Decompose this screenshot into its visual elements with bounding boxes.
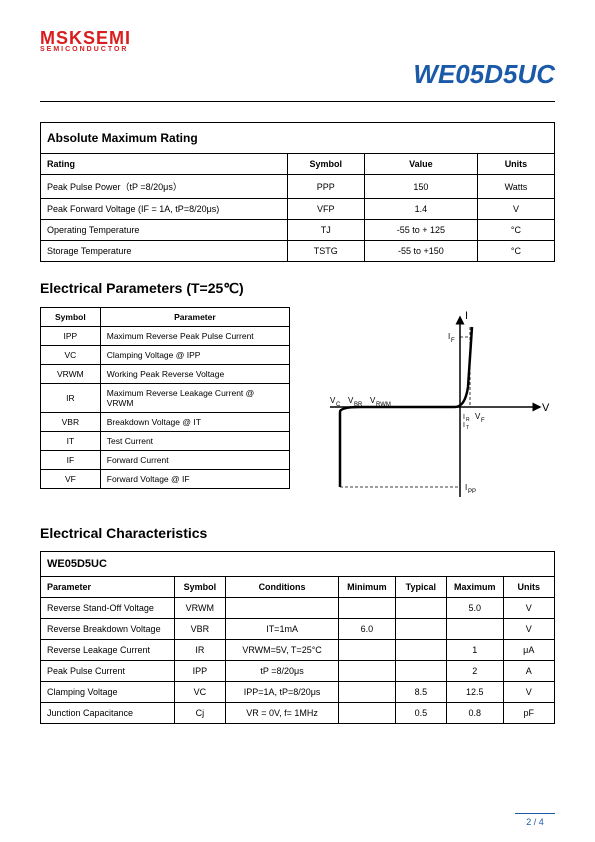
table-row: Reverse Breakdown Voltage VBR IT=1mA 6.0… (41, 619, 555, 640)
col-units: Units (503, 577, 554, 598)
table-row: Clamping Voltage VC IPP=1A, tP=8/20μs 8.… (41, 682, 555, 703)
elec-params-table: Symbol Parameter IPPMaximum Reverse Peak… (40, 307, 290, 489)
ipp-label: I (465, 483, 467, 492)
abs-max-table: Absolute Maximum Rating Rating Symbol Va… (40, 122, 555, 262)
svg-text:C: C (336, 402, 341, 408)
part-number: WE05D5UC (40, 59, 555, 90)
table-row: IPPMaximum Reverse Peak Pulse Current (41, 327, 290, 346)
table-row: Storage Temperature TSTG -55 to +150 °C (41, 241, 555, 262)
svg-text:I: I (463, 414, 465, 421)
svg-text:F: F (451, 338, 455, 344)
table-row: IRMaximum Reverse Leakage Current @ VRWM (41, 384, 290, 413)
svg-text:T: T (466, 425, 469, 431)
axis-i-label: I (465, 310, 468, 322)
table-row: IFForward Current (41, 451, 290, 470)
table-row: VRWMWorking Peak Reverse Voltage (41, 365, 290, 384)
col-typ: Typical (395, 577, 446, 598)
table-row: Junction Capacitance Cj VR = 0V, f= 1MHz… (41, 703, 555, 724)
if-label: I (448, 332, 450, 341)
page-number: 2 / 4 (515, 813, 555, 827)
col-value: Value (364, 154, 477, 175)
page-header: MSKSEMI SEMICONDUCTOR WE05D5UC (40, 30, 555, 102)
elec-params-title: Electrical Parameters (T=25℃) (40, 280, 555, 297)
svg-text:R: R (466, 417, 470, 423)
elec-char-table: WE05D5UC Parameter Symbol Conditions Min… (40, 551, 555, 724)
table-row: Reverse Stand-Off Voltage VRWM 5.0 V (41, 598, 555, 619)
col-symbol: Symbol (174, 577, 225, 598)
table-row: VCClamping Voltage @ IPP (41, 346, 290, 365)
axis-v-label: V (542, 402, 550, 414)
abs-max-title: Absolute Maximum Rating (41, 123, 555, 154)
table-row: Operating Temperature TJ -55 to + 125 °C (41, 220, 555, 241)
svg-text:F: F (481, 418, 485, 424)
table-row: Peak Pulse Current IPP tP =8/20μs 2 A (41, 661, 555, 682)
col-max: Maximum (447, 577, 504, 598)
svg-text:RWM: RWM (376, 402, 391, 408)
iv-curve-chart: I V IF VC VBR VRWM IR IT VF IPP (310, 307, 555, 507)
svg-text:BR: BR (354, 402, 363, 408)
table-row: Peak Pulse Power（tP =8/20μs） PPP 150 Wat… (41, 175, 555, 199)
logo-text: MSKSEMI (40, 30, 555, 46)
table-row: Reverse Leakage Current IR VRWM=5V, T=25… (41, 640, 555, 661)
col-symbol: Symbol (287, 154, 364, 175)
svg-text:I: I (463, 422, 465, 429)
table-row: VFForward Voltage @ IF (41, 470, 290, 489)
svg-text:PP: PP (468, 489, 476, 495)
col-conditions: Conditions (226, 577, 339, 598)
header-underline (40, 94, 555, 102)
table-row: VBRBreakdown Voltage @ IT (41, 413, 290, 432)
col-units: Units (477, 154, 554, 175)
col-min: Minimum (339, 577, 396, 598)
table-row: Peak Forward Voltage (IF = 1A, tP=8/20μs… (41, 199, 555, 220)
col-symbol: Symbol (41, 308, 101, 327)
elec-char-title: Electrical Characteristics (40, 525, 555, 541)
col-rating: Rating (41, 154, 288, 175)
table-row: ITTest Current (41, 432, 290, 451)
col-parameter: Parameter (100, 308, 289, 327)
elec-params-row: Symbol Parameter IPPMaximum Reverse Peak… (40, 307, 555, 507)
col-parameter: Parameter (41, 577, 175, 598)
elec-char-part: WE05D5UC (41, 552, 555, 577)
logo-subtext: SEMICONDUCTOR (40, 46, 555, 53)
